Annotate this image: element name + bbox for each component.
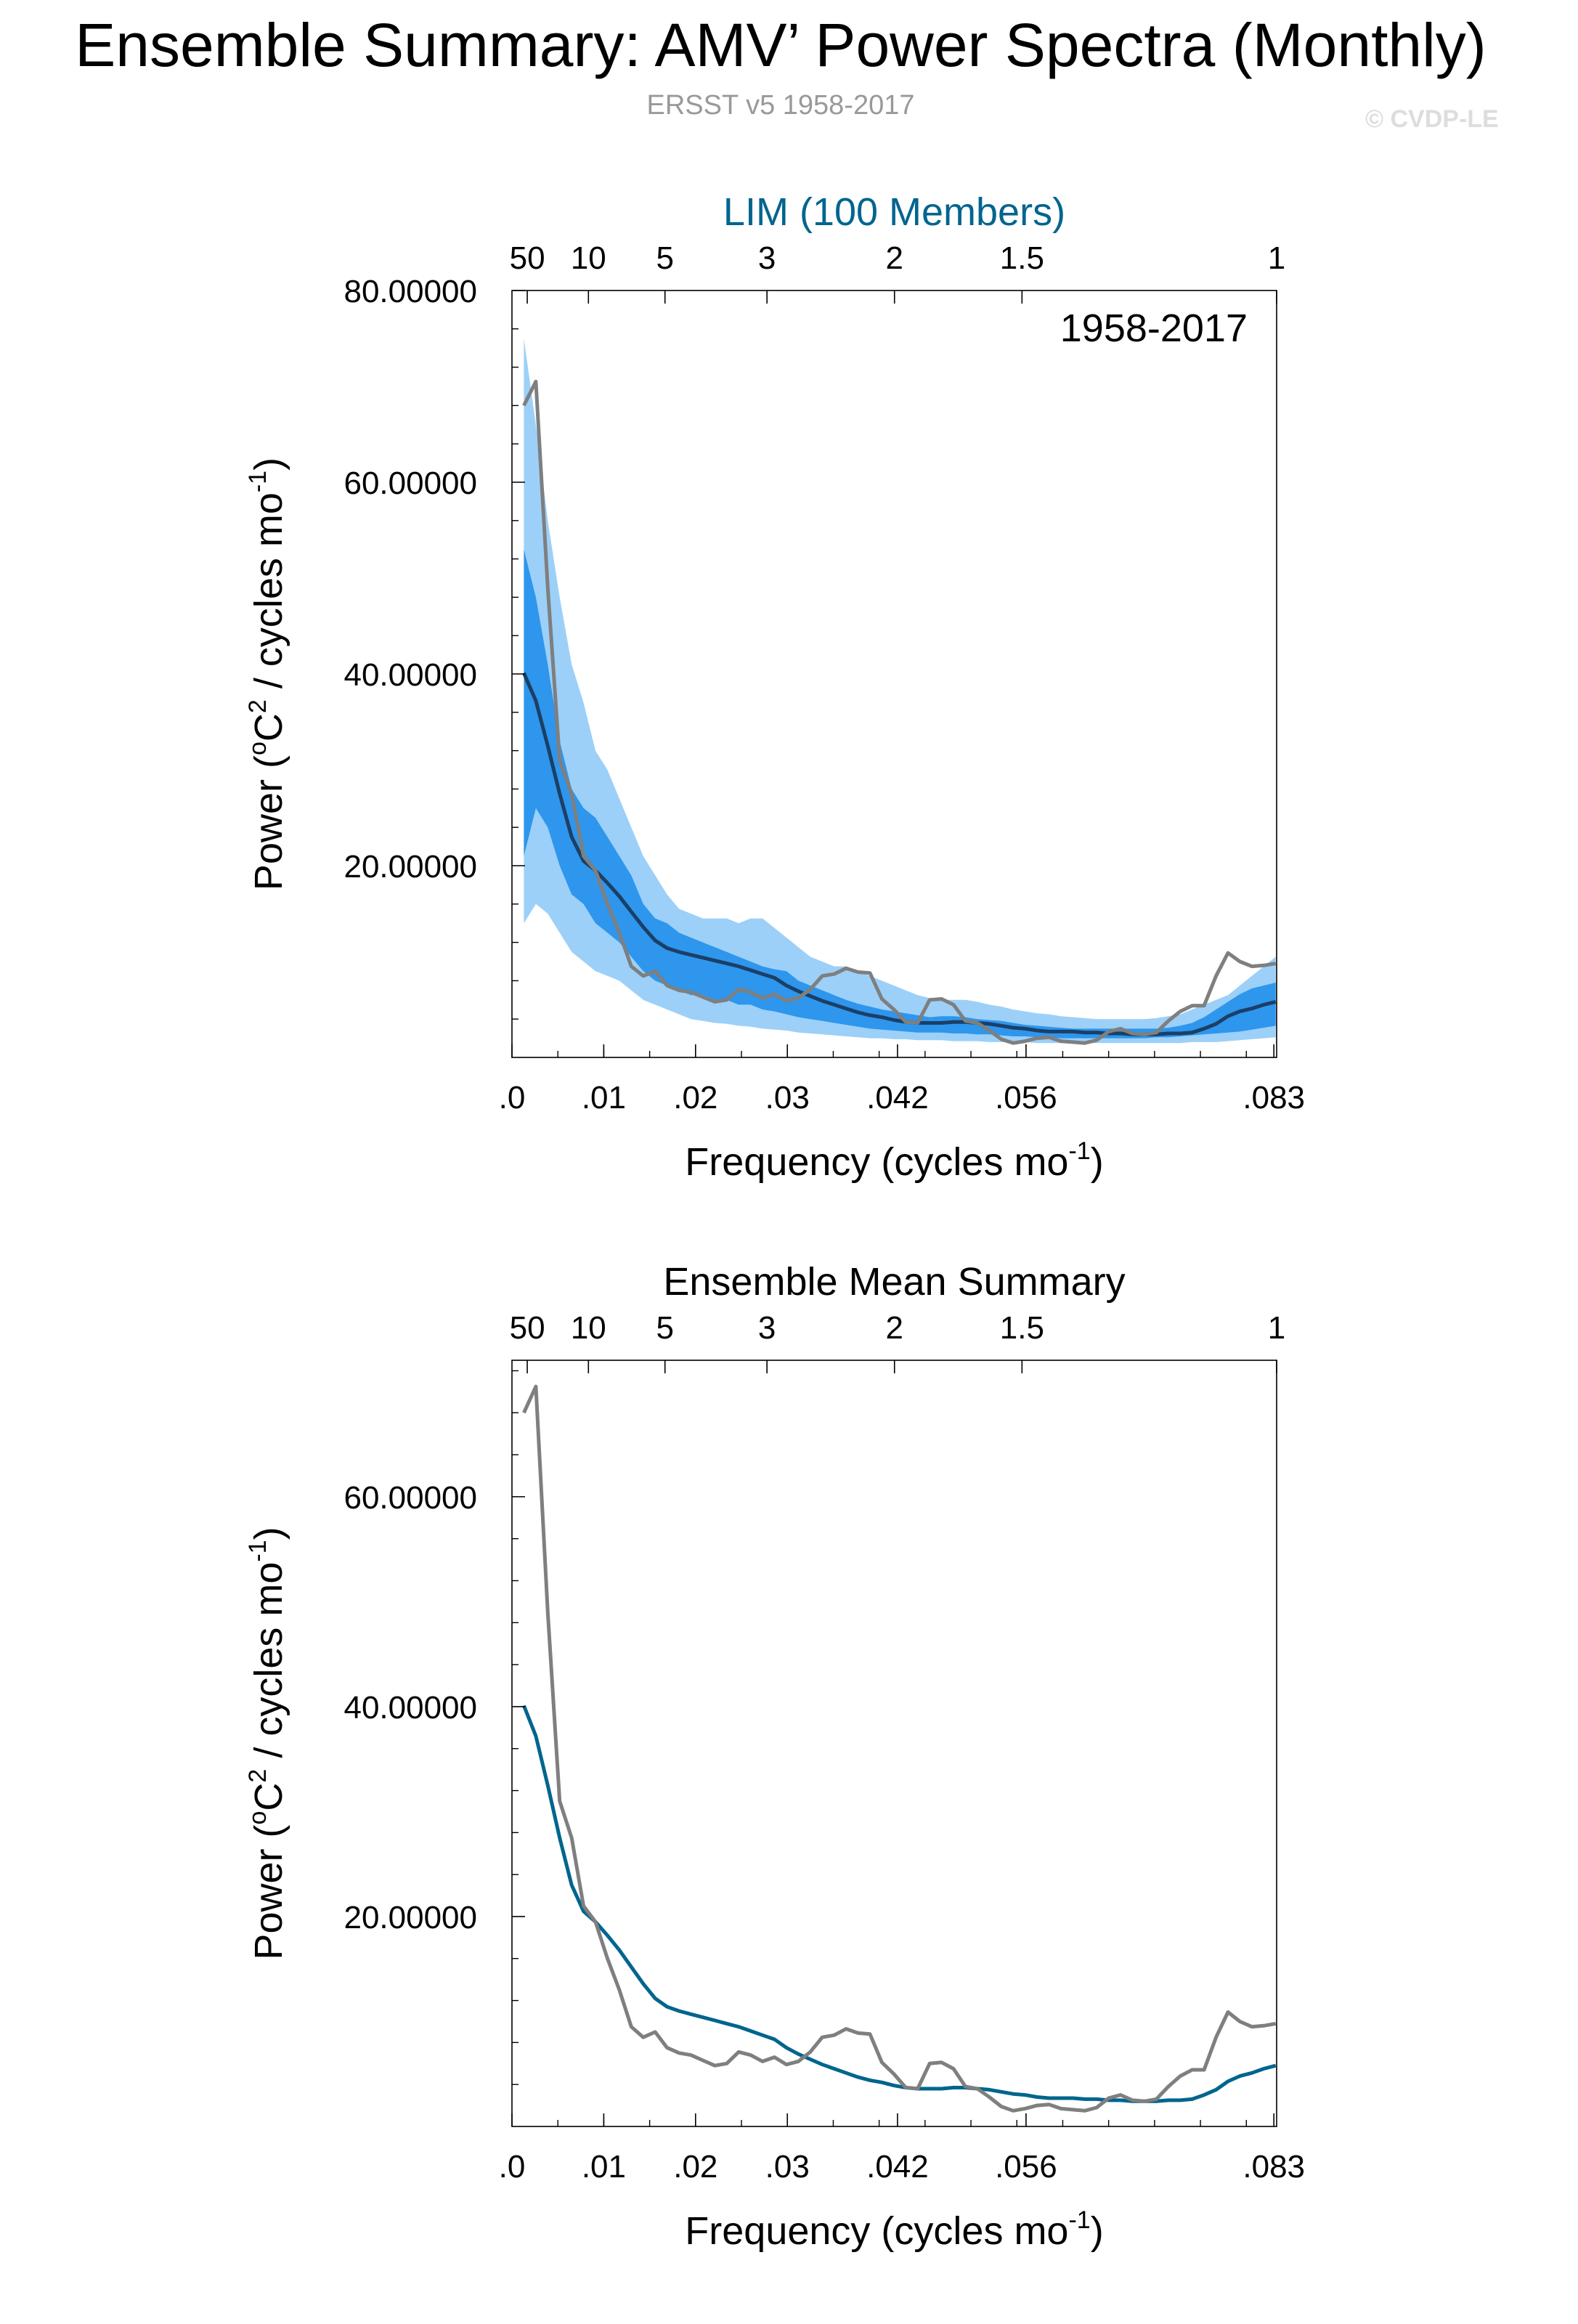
top-tick-label: 50 — [510, 1310, 545, 1346]
panel-title: LIM (100 Members) — [723, 190, 1065, 234]
top-tick-label: 10 — [571, 1310, 606, 1346]
y-axis-title-text: C — [247, 713, 290, 742]
y-axis-title-sup: -1 — [244, 1540, 272, 1561]
y-axis-title-text: / cycles mo — [247, 1562, 290, 1769]
y-axis-title-text: C — [247, 1783, 290, 1811]
top-tick-label: 1 — [1268, 240, 1285, 276]
x-tick-label: .0 — [499, 1080, 526, 1116]
x-axis-title-sup: -1 — [1068, 2206, 1090, 2234]
ensemble-mean-line — [522, 1705, 1277, 2103]
x-tick-label: .056 — [995, 2149, 1057, 2185]
top-tick-label: 3 — [758, 1310, 776, 1346]
x-tick-label: .02 — [673, 1080, 717, 1116]
top-tick-label: 2 — [886, 1310, 903, 1346]
y-axis-title-end: ) — [247, 458, 290, 471]
y-axis-title-sup: o — [244, 1811, 272, 1825]
x-tick-label: .083 — [1243, 1080, 1305, 1116]
period-label: 1958-2017 — [1060, 306, 1248, 350]
x-axis-title: Frequency (cycles mo-1) — [685, 1137, 1103, 1184]
y-axis-title-text: / cycles mo — [247, 492, 290, 699]
ensemble-mean-summary-chart: .0 .01 .02 .03 .042 .056 .083 50 10 5 3 2 1.5 1 20.000… — [244, 1260, 1305, 2253]
y-axis-title-sup: 2 — [244, 1769, 272, 1783]
x-tick-label: .056 — [995, 1080, 1057, 1116]
y-axis-title-sup: -1 — [244, 471, 272, 492]
lim-spectrum-chart: .0 .01 .02 .03 .042 .056 .083 50 10 5 3 2 1.5 1 20.000… — [244, 190, 1305, 1184]
x-tick-label: .01 — [582, 2149, 626, 2185]
observed-line — [522, 1384, 1277, 2113]
x-tick-label: .083 — [1243, 2149, 1305, 2185]
y-axis-title-sup: 2 — [244, 699, 272, 713]
y-tick-label: 60.00000 — [343, 1480, 477, 1516]
top-tick-label: 2 — [886, 240, 903, 276]
x-tick-label: .03 — [765, 1080, 810, 1116]
x-tick-label: .0 — [499, 2149, 526, 2185]
y-axis-title-text: Power ( — [247, 1825, 290, 1960]
x-axis-title-text: Frequency (cycles mo — [685, 2209, 1068, 2253]
x-tick-label: .042 — [866, 1080, 929, 1116]
top-tick-label: 50 — [510, 240, 545, 276]
y-axis-title: Power (oC2 / cycles mo-1) — [244, 458, 290, 890]
x-axis-title-text: Frequency (cycles mo — [685, 1140, 1068, 1184]
x-tick-label: .02 — [673, 2149, 717, 2185]
x-tick-label: .042 — [866, 2149, 929, 2185]
x-axis-title-end: ) — [1091, 2209, 1104, 2253]
x-tick-label: .03 — [765, 2149, 810, 2185]
top-tick-label: 3 — [758, 240, 776, 276]
top-tick-label: 5 — [656, 240, 673, 276]
y-tick-label: 20.00000 — [343, 849, 477, 885]
y-axis-title: Power (oC2 / cycles mo-1) — [244, 1527, 290, 1959]
top-tick-label: 10 — [571, 240, 606, 276]
observed-line — [522, 379, 1277, 1045]
top-tick-label: 1 — [1268, 1310, 1285, 1346]
x-tick-label: .01 — [582, 1080, 626, 1116]
y-tick-label: 60.00000 — [343, 466, 477, 501]
x-axis-title-sup: -1 — [1068, 1137, 1090, 1165]
y-tick-label: 80.00000 — [343, 274, 477, 309]
copyright-label: © CVDP-LE — [1365, 105, 1499, 133]
page-subtitle: ERSST v5 1958-2017 — [646, 90, 915, 121]
y-tick-label: 40.00000 — [343, 1690, 477, 1726]
top-tick-label: 5 — [656, 1310, 673, 1346]
y-tick-label: 20.00000 — [343, 1900, 477, 1935]
x-axis-title-end: ) — [1091, 1140, 1104, 1184]
top-tick-label: 1.5 — [1000, 1310, 1044, 1346]
panel-title: Ensemble Mean Summary — [663, 1260, 1125, 1304]
top-tick-label: 1.5 — [1000, 240, 1044, 276]
y-axis-title-text: Power ( — [247, 755, 290, 890]
y-axis-title-end: ) — [247, 1527, 290, 1540]
x-axis-title: Frequency (cycles mo-1) — [685, 2206, 1103, 2253]
y-axis-title-sup: o — [244, 742, 272, 755]
page-title: Ensemble Summary: AMV’ Power Spectra (Mo… — [75, 11, 1487, 79]
y-tick-label: 40.00000 — [343, 657, 477, 693]
